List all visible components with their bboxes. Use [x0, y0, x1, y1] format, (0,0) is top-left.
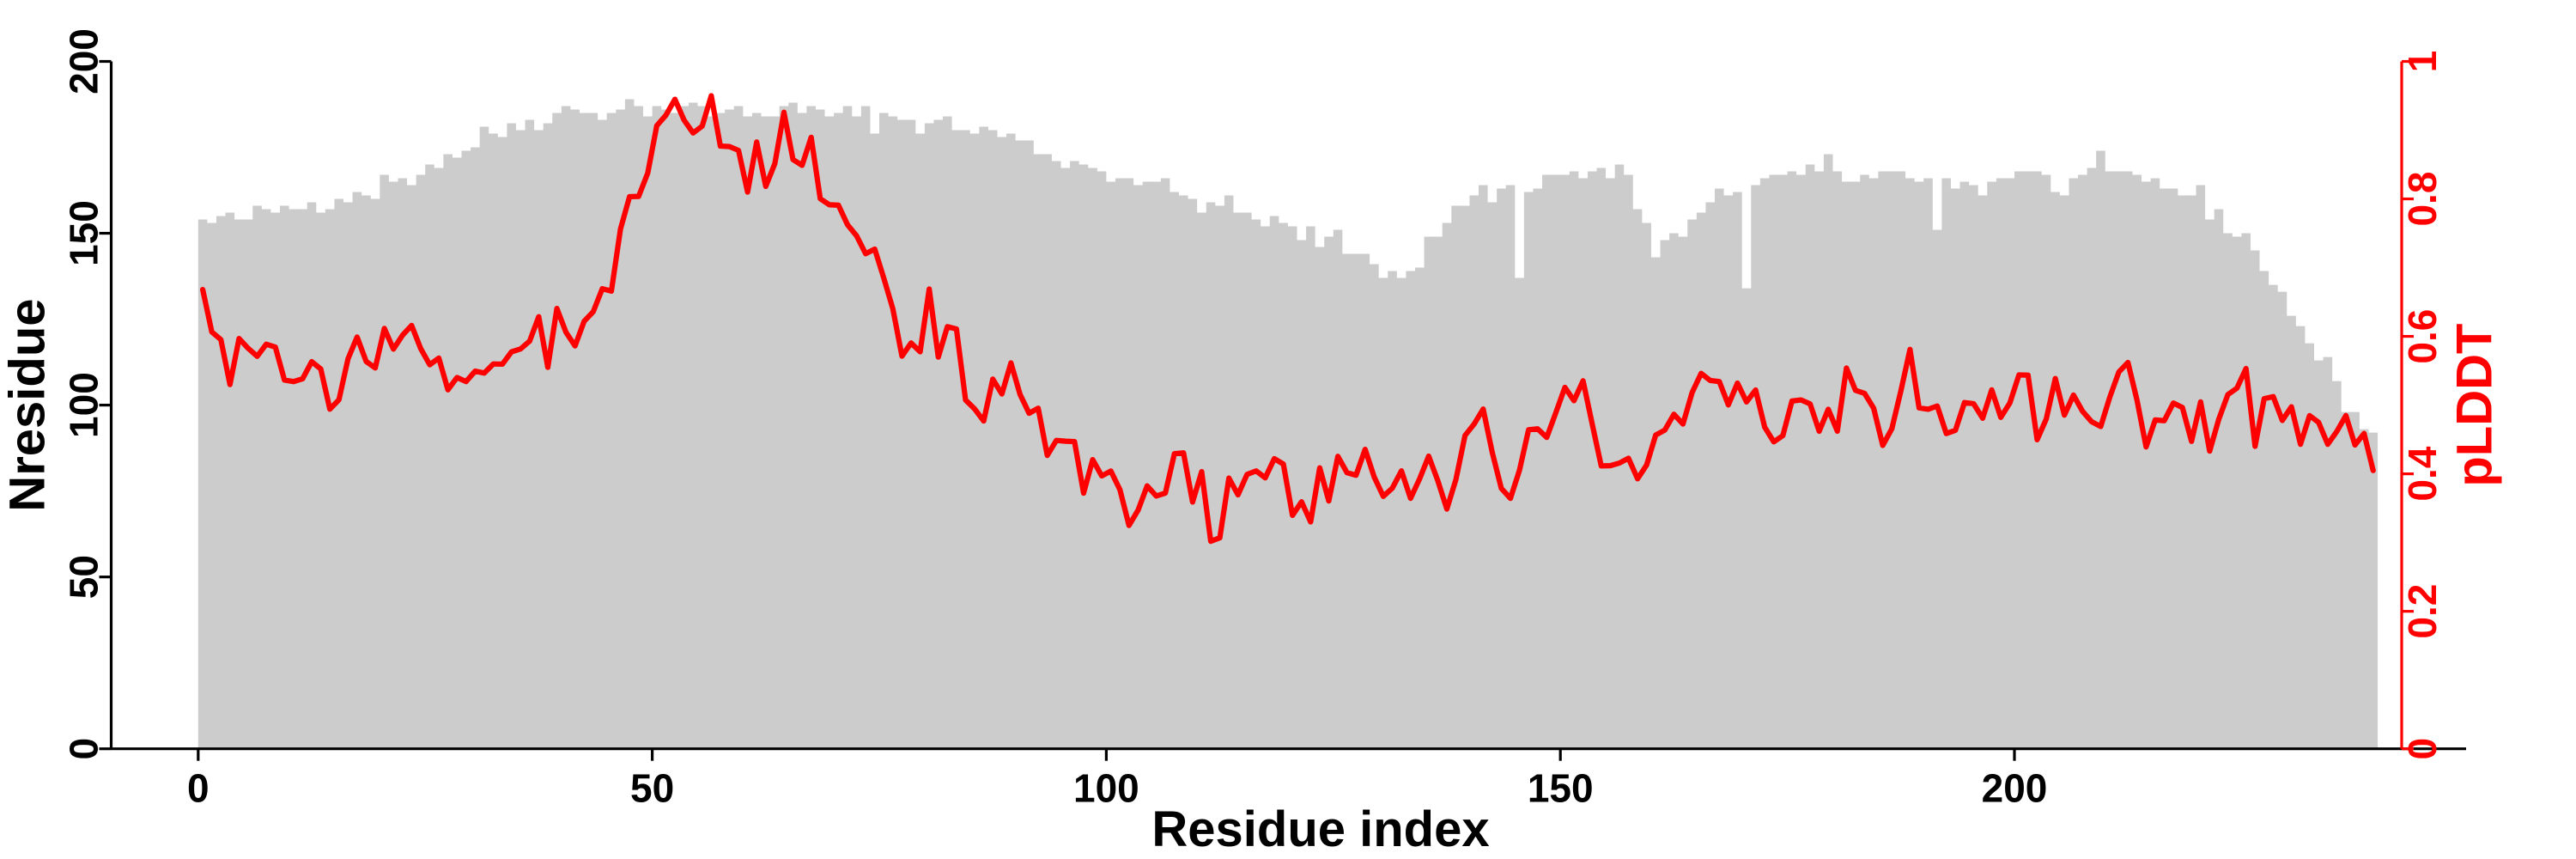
svg-text:200: 200: [62, 28, 106, 94]
svg-text:0.4: 0.4: [2400, 446, 2445, 501]
svg-text:100: 100: [62, 372, 106, 438]
svg-text:0.8: 0.8: [2400, 172, 2445, 227]
svg-text:Residue index: Residue index: [1151, 801, 1489, 857]
svg-text:50: 50: [62, 555, 106, 599]
svg-text:150: 150: [1528, 766, 1594, 811]
svg-text:1: 1: [2400, 51, 2445, 73]
svg-text:150: 150: [62, 200, 106, 266]
svg-text:Nresidue: Nresidue: [0, 298, 55, 511]
svg-text:0.2: 0.2: [2400, 584, 2445, 639]
svg-text:pLDDT: pLDDT: [2446, 324, 2502, 487]
svg-text:0.6: 0.6: [2400, 309, 2445, 364]
svg-text:50: 50: [630, 766, 674, 811]
svg-text:100: 100: [1073, 766, 1139, 811]
svg-text:0: 0: [2400, 738, 2445, 760]
svg-text:0: 0: [62, 738, 106, 760]
svg-text:200: 200: [1982, 766, 2048, 811]
svg-text:0: 0: [187, 766, 210, 811]
